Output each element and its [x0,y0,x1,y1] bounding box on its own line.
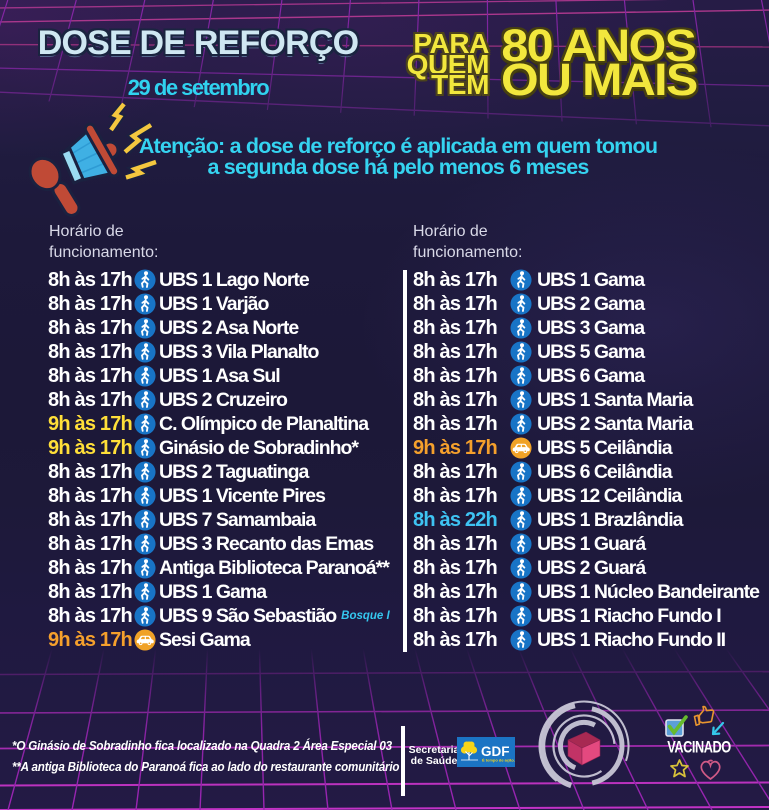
svg-text:É tempo de ação.: É tempo de ação. [482,758,515,763]
svg-text:GDF: GDF [481,744,510,759]
